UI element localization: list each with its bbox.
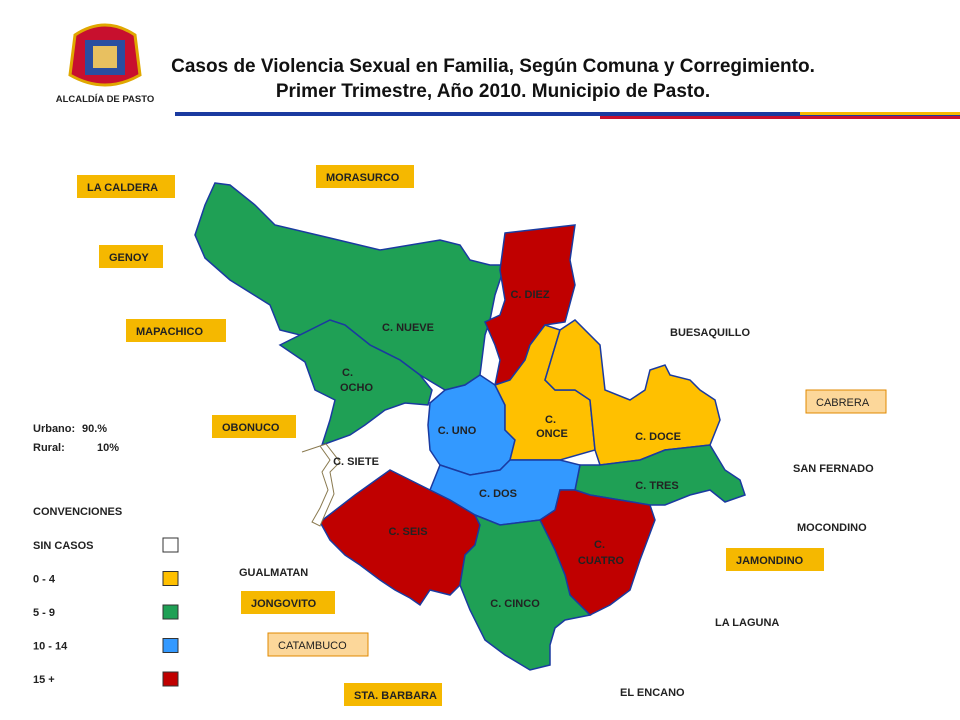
legend-swatch <box>162 671 179 687</box>
corregimiento-label: STA. BARBARA <box>354 690 437 702</box>
legend-label: 0 - 4 <box>33 574 56 586</box>
corregimiento-label: EL ENCANO <box>620 687 685 699</box>
comuna-label: C. SIETE <box>333 456 379 468</box>
corregimiento-label: CATAMBUCO <box>278 640 347 652</box>
legend-swatch <box>162 571 179 586</box>
header-stripe <box>800 112 960 115</box>
corregimiento-label: SAN FERNADO <box>793 463 874 475</box>
comuna-label: C. DOS <box>479 488 517 500</box>
corregimiento-label: MORASURCO <box>326 172 400 184</box>
header-stripe <box>600 116 960 119</box>
corregimiento-label: BUESAQUILLO <box>670 327 751 339</box>
logo: ALCALDÍA DE PASTO <box>56 23 155 105</box>
comuna-label: C. <box>545 414 556 426</box>
corregimiento-label: MAPACHICO <box>136 326 203 338</box>
legend-title: CONVENCIONES <box>33 506 122 518</box>
stat-label: Rural: <box>33 442 65 454</box>
comuna-label: C. NUEVE <box>382 322 434 334</box>
corregimiento-label: LA LAGUNA <box>715 617 779 629</box>
comuna-region <box>278 319 433 447</box>
legend-label: 5 - 9 <box>33 607 55 619</box>
comuna-label: C. UNO <box>438 425 477 437</box>
corregimiento-box <box>241 591 335 614</box>
legend-label: SIN CASOS <box>33 540 94 552</box>
corregimiento-box <box>267 632 369 657</box>
corregimiento-box <box>316 165 414 188</box>
comuna-region <box>319 469 481 607</box>
legend-label: 15 + <box>33 674 55 686</box>
corregimiento-box <box>805 389 887 414</box>
stat-label: Urbano: <box>33 423 75 435</box>
comuna-label: C. TRES <box>635 480 678 492</box>
title: Casos de Violencia Sexual en Familia, Se… <box>171 56 815 77</box>
header-stripe <box>175 112 960 116</box>
comuna-label: C. SEIS <box>388 526 427 538</box>
corregimiento-label: JONGOVITO <box>251 598 317 610</box>
comuna-label: OCHO <box>340 382 373 394</box>
legend-swatch <box>162 604 179 620</box>
comuna-label: C. <box>342 367 353 379</box>
corregimiento-box <box>99 245 163 268</box>
legend-swatch <box>162 638 179 653</box>
corregimiento-label: OBONUCO <box>222 422 280 434</box>
corregimiento-label: JAMONDINO <box>736 555 804 567</box>
corregimiento-box <box>212 415 296 438</box>
comuna-label: C. <box>594 539 605 551</box>
stat-value: 90.% <box>82 423 107 435</box>
corregimiento-label: CABRERA <box>816 397 870 409</box>
corregimiento-box <box>126 319 226 342</box>
corregimiento-label: LA CALDERA <box>87 182 158 194</box>
logo-text: ALCALDÍA DE PASTO <box>56 94 155 105</box>
corregimiento-box <box>726 548 824 571</box>
comuna-label: C. DOCE <box>635 431 681 443</box>
legend-label: 10 - 14 <box>33 641 68 653</box>
legend-swatch <box>162 537 179 553</box>
corregimiento-label: MOCONDINO <box>797 522 867 534</box>
corregimiento-box <box>344 683 442 706</box>
corregimiento-box <box>77 175 175 198</box>
title: Primer Trimestre, Año 2010. Municipio de… <box>276 81 710 102</box>
corregimiento-label: GENOY <box>109 252 149 264</box>
comuna-region <box>459 513 592 671</box>
comuna-label: ONCE <box>536 428 568 440</box>
comuna-label: CUATRO <box>578 555 625 567</box>
corregimiento-label: GUALMATAN <box>239 567 308 579</box>
comuna-region <box>544 319 721 466</box>
stat-value: 10% <box>97 442 119 454</box>
comuna-label: C. DIEZ <box>510 289 549 301</box>
comuna-label: C. CINCO <box>490 598 540 610</box>
comuna-region <box>301 443 341 527</box>
